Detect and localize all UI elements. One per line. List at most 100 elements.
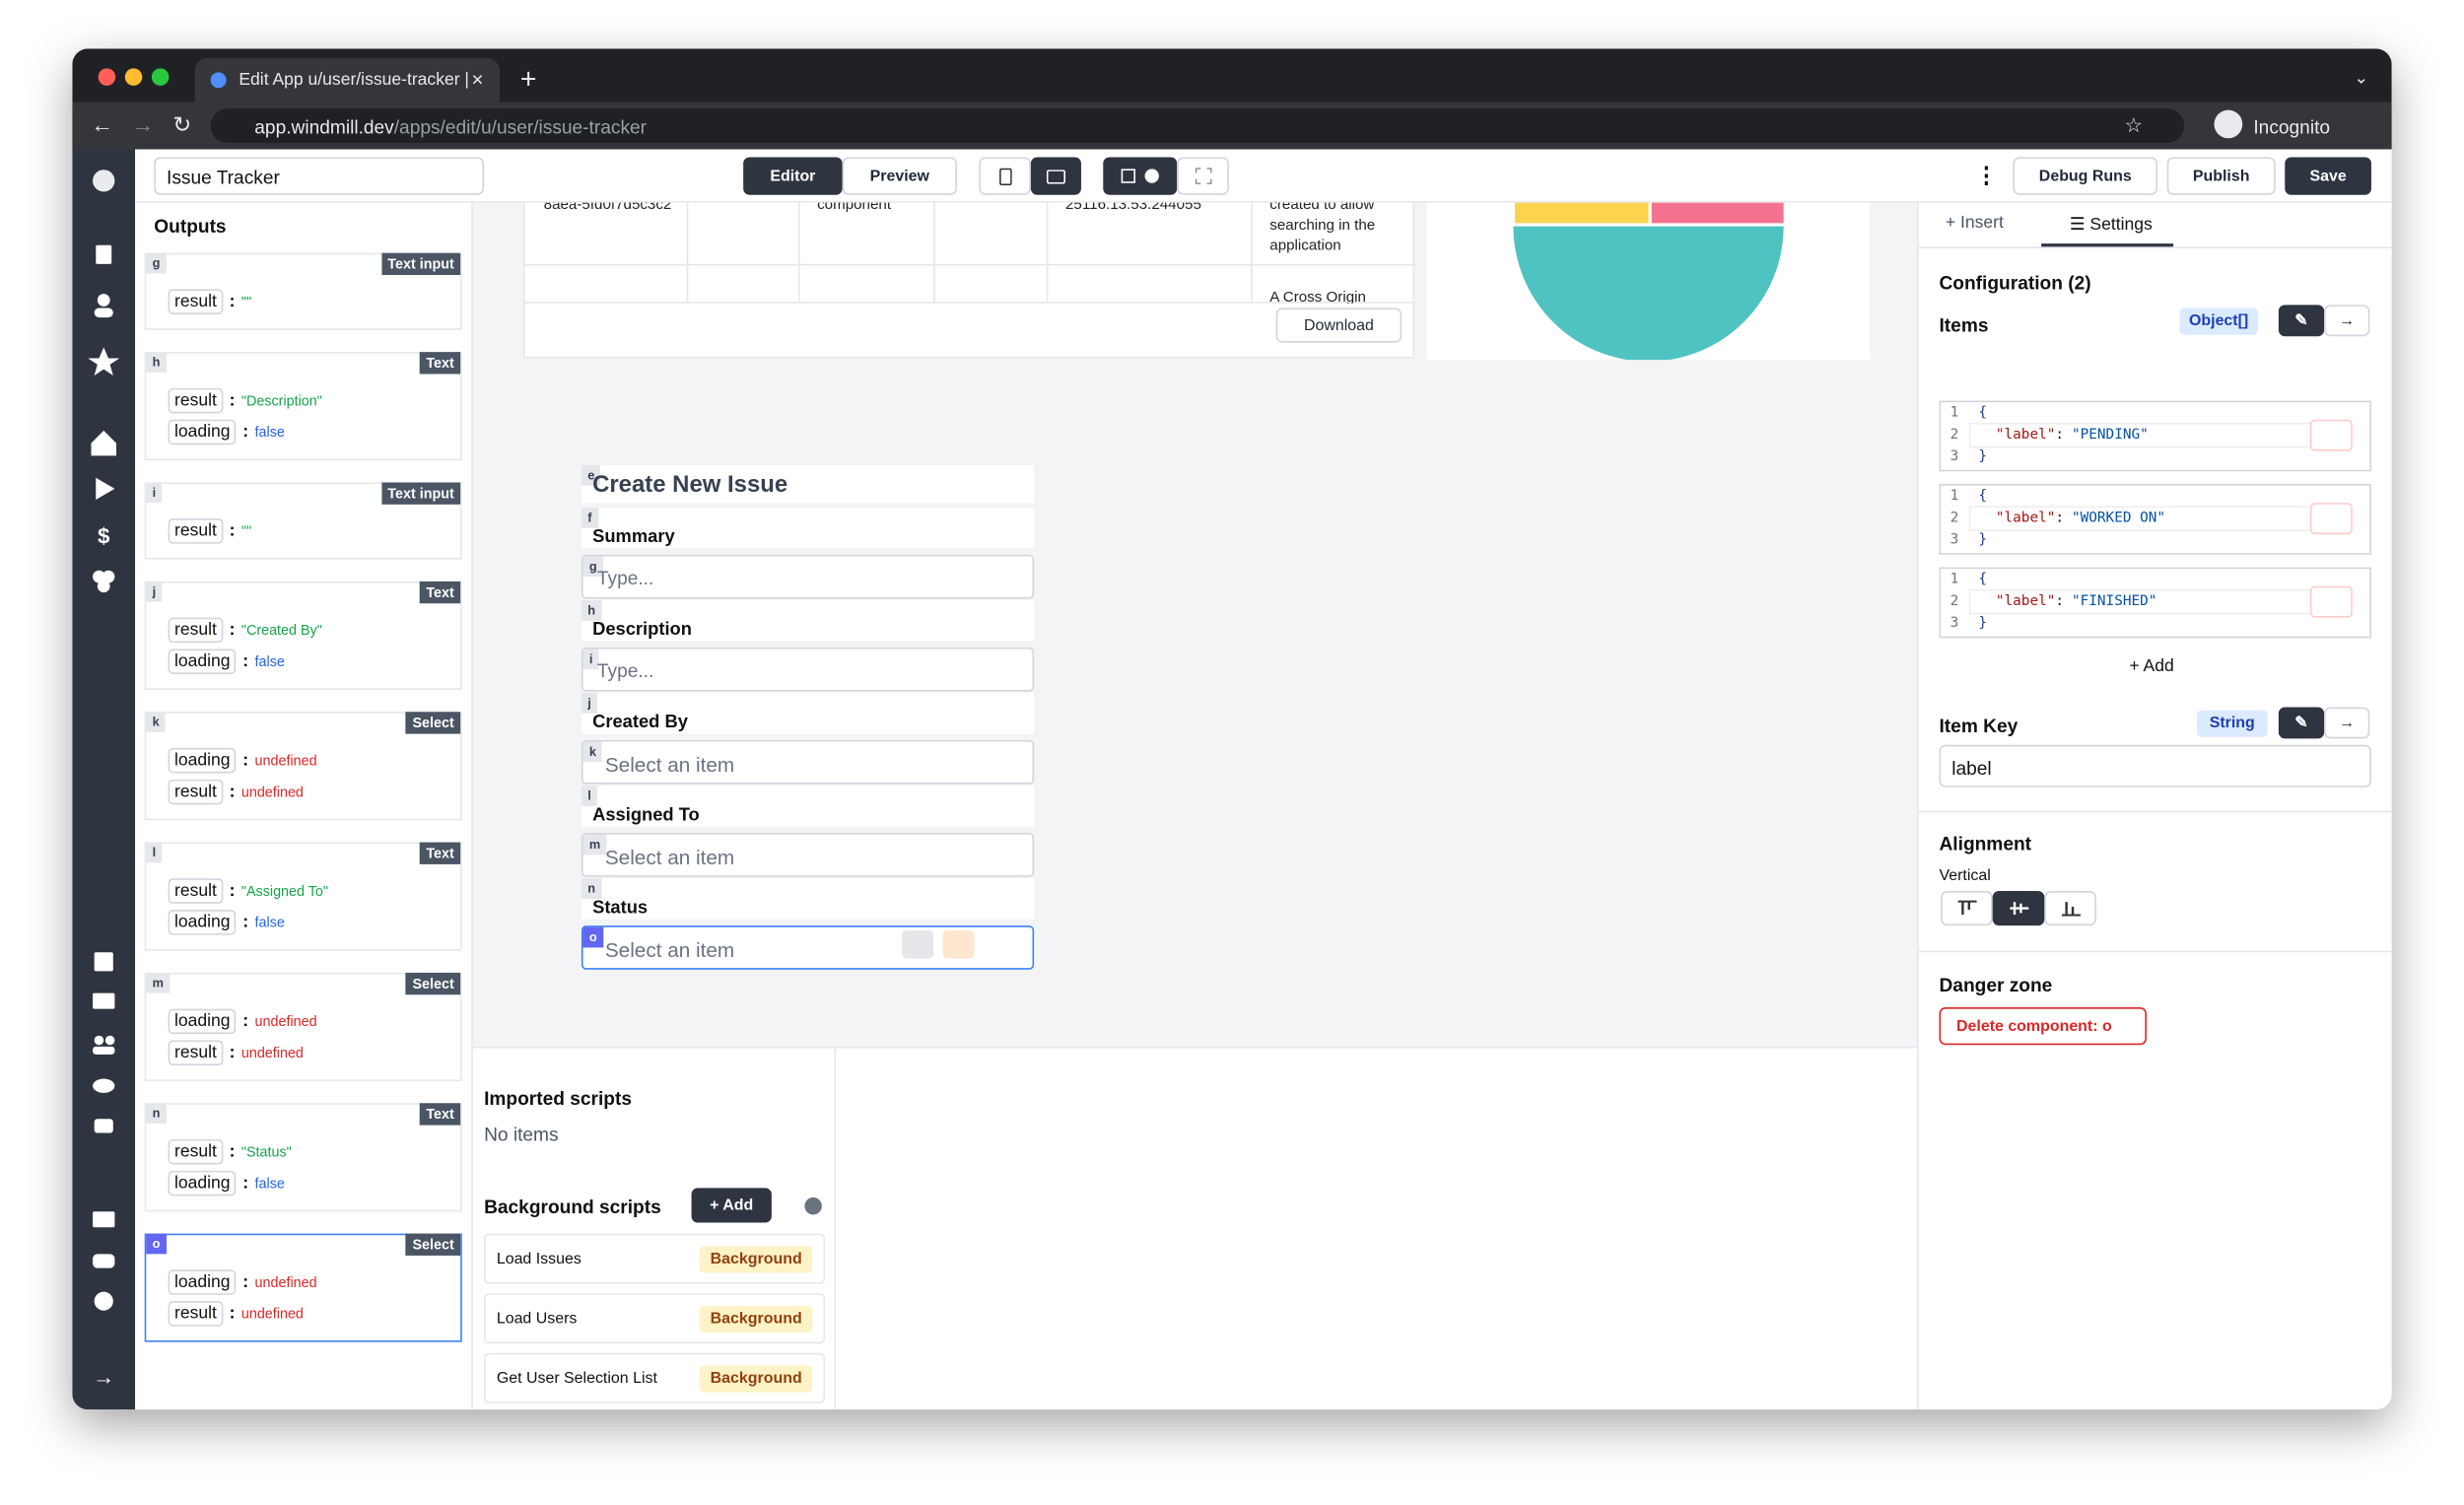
form-select[interactable]: o Select an item <box>581 925 1035 970</box>
delete-button[interactable]: Delete component: o <box>1939 1007 2147 1046</box>
item-key-input[interactable]: label <box>1939 744 2371 787</box>
line-number: 2 <box>1950 593 1959 610</box>
output-field: result: "" <box>168 518 461 544</box>
column-line <box>686 202 689 303</box>
field-separator: : <box>229 1304 236 1324</box>
bookmark[interactable]: ☆ <box>2124 112 2144 137</box>
output-card: o Select loading: undefined result: undefined <box>144 1233 462 1342</box>
save-button[interactable]: Save <box>2285 157 2371 195</box>
align-center[interactable] <box>1992 891 2045 926</box>
field-separator: : <box>242 1174 249 1194</box>
line-number: 2 <box>1950 511 1959 527</box>
field-value: undefined <box>240 1305 304 1322</box>
edit-key[interactable]: ✎ <box>2278 707 2325 739</box>
preview-button[interactable]: Preview <box>842 157 957 195</box>
script-row[interactable]: Get User Selection List Background <box>484 1352 826 1403</box>
more-menu[interactable]: ⋮ <box>1975 162 1998 187</box>
form-select[interactable]: k Select an item <box>581 739 1035 785</box>
form-input[interactable]: g Type... <box>581 554 1035 599</box>
edit-items[interactable]: ✎ <box>2278 305 2325 337</box>
desktop-view[interactable] <box>1030 157 1081 195</box>
add-script-button[interactable]: + Add <box>691 1188 772 1223</box>
divider <box>1918 950 2392 953</box>
form-label: n Status <box>581 878 1035 920</box>
canvas: 8aea-5fd0f7d5c3c2 component 25116:13:53.24… <box>473 202 1917 1047</box>
json-key: "label" <box>1995 511 2056 527</box>
brace: { <box>1978 572 1987 588</box>
component-type: Select <box>406 712 461 734</box>
table-cell: 25116:13:53.244055 <box>1065 202 1201 214</box>
field-key: loading <box>168 1170 237 1197</box>
address-bar[interactable] <box>210 108 2185 144</box>
form-select[interactable]: m Select an item <box>581 833 1035 877</box>
form-text: Status <box>592 898 649 919</box>
field-key: result <box>168 1301 224 1327</box>
field-value: "Created By" <box>240 622 322 639</box>
field-value: undefined <box>254 1013 317 1030</box>
outputs-panel: Outputs g Text input result: "" h Text result:… <box>135 202 473 1410</box>
script-row[interactable]: Load Issues Background <box>484 1233 826 1284</box>
component-id: m <box>146 972 171 993</box>
forward[interactable]: → <box>131 111 155 137</box>
debug-runs-button[interactable]: Debug Runs <box>2013 157 2158 195</box>
save-label: Save <box>2309 167 2347 185</box>
chart-component <box>1426 202 1871 362</box>
settings-tab[interactable]: ☰ Settings <box>2069 215 2153 235</box>
tab[interactable] <box>194 57 501 103</box>
code-editor[interactable]: 1 2 3 {} "label": "PENDING" <box>1939 400 2371 472</box>
field-key: result <box>168 289 224 314</box>
connect-key[interactable]: → <box>2324 707 2370 739</box>
json-colon: : <box>2055 593 2065 610</box>
field-value: "" <box>240 294 252 310</box>
field-value: false <box>254 914 285 930</box>
field-value: false <box>254 653 285 670</box>
output-field: loading: undefined <box>168 1008 461 1035</box>
delete-item[interactable] <box>2309 419 2353 451</box>
script-row[interactable]: Load Users Background <box>484 1293 826 1344</box>
component-type: Text <box>419 1103 461 1126</box>
fullscreen[interactable] <box>1177 157 1229 195</box>
field-value: undefined <box>254 1274 317 1291</box>
table-cell: component <box>817 202 892 214</box>
new-tab[interactable]: + <box>519 62 537 95</box>
field-key: result <box>168 387 224 414</box>
form-input[interactable]: i Type... <box>581 647 1035 692</box>
output-card: k Select loading: undefined result: undefined <box>144 712 462 821</box>
tab-menu[interactable]: ⌄ <box>2354 69 2369 89</box>
publish-button[interactable]: Publish <box>2166 157 2276 195</box>
component-id: i <box>582 649 599 670</box>
anchor-handle[interactable] <box>942 929 975 959</box>
back[interactable]: ← <box>91 111 113 137</box>
download-button[interactable]: Download <box>1275 308 1403 343</box>
reload[interactable]: ↻ <box>172 111 192 137</box>
sidebar-icons: $ → <box>88 170 120 1390</box>
component-id: h <box>146 352 167 373</box>
align-bottom[interactable] <box>2044 891 2096 926</box>
code-editor[interactable]: 1 2 3 {} "label": "WORKED ON" <box>1939 484 2371 555</box>
insert-tab[interactable]: + Insert <box>1945 213 2004 233</box>
move-handle[interactable] <box>902 929 934 959</box>
output-field: loading: undefined <box>168 747 461 774</box>
field-key: result <box>168 1040 224 1066</box>
align-top[interactable] <box>1941 891 1993 926</box>
connect-items[interactable]: → <box>2324 305 2370 337</box>
tab-close[interactable]: × <box>471 67 484 92</box>
component-id: f <box>581 507 598 528</box>
width-toggle[interactable] <box>1103 157 1178 195</box>
output-field: result: "Assigned To" <box>168 878 461 904</box>
field-value: false <box>254 424 285 441</box>
editor-label: Editor <box>770 167 816 185</box>
row-line <box>524 302 1416 304</box>
mobile-view[interactable] <box>979 157 1031 195</box>
app-name-input[interactable]: Issue Tracker <box>154 157 485 195</box>
delete-item[interactable] <box>2309 585 2353 618</box>
profile-name[interactable]: Incognito <box>2253 115 2331 139</box>
add-item[interactable]: + Add <box>2129 656 2174 676</box>
form-title: e Create New Issue <box>581 464 1035 504</box>
delete-item[interactable] <box>2309 503 2353 535</box>
editor-button[interactable]: Editor <box>743 157 843 195</box>
form-label: j Created By <box>581 693 1035 734</box>
icon <box>1956 900 1976 915</box>
table-cell: created to allow searching in the applic… <box>1269 202 1376 255</box>
code-editor[interactable]: 1 2 3 {} "label": "FINISHED" <box>1939 567 2371 639</box>
